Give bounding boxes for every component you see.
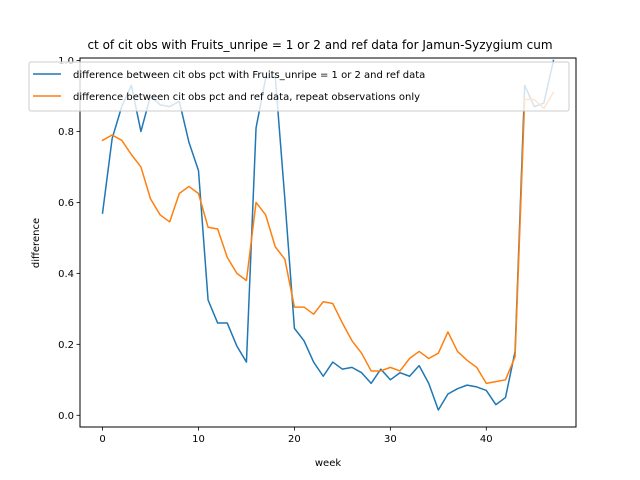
legend-box	[28, 61, 570, 112]
y-tick-label: 0.4	[58, 269, 74, 280]
legend-label-series-1: difference between cit obs pct with Frui…	[73, 70, 425, 81]
chart-title: ct of cit obs with Fruits_unripe = 1 or …	[87, 38, 552, 52]
y-tick-label: 0.0	[58, 411, 74, 422]
legend: difference between cit obs pct with Frui…	[28, 61, 570, 112]
y-axis-label: difference	[31, 218, 42, 268]
x-axis-label: week	[315, 458, 341, 469]
legend-label-series-2: difference between cit obs pct and ref d…	[73, 92, 420, 103]
x-tick-label: 0	[99, 434, 105, 445]
y-tick-label: 0.6	[58, 198, 74, 209]
x-tick-label: 10	[192, 434, 205, 445]
x-tick-label: 30	[384, 434, 397, 445]
y-tick-label: 1.0	[58, 56, 74, 67]
ticks-layer: 0 10 20 30 40 0.0 0.2 0.4 0.6 0.8 1.0	[58, 56, 493, 445]
x-tick-label: 40	[480, 434, 493, 445]
axes-frame	[79, 57, 577, 428]
series-line-2	[101, 91, 555, 385]
x-tick-label: 20	[288, 434, 301, 445]
y-tick-label: 0.2	[58, 340, 74, 351]
y-tick-label: 0.8	[58, 127, 74, 138]
